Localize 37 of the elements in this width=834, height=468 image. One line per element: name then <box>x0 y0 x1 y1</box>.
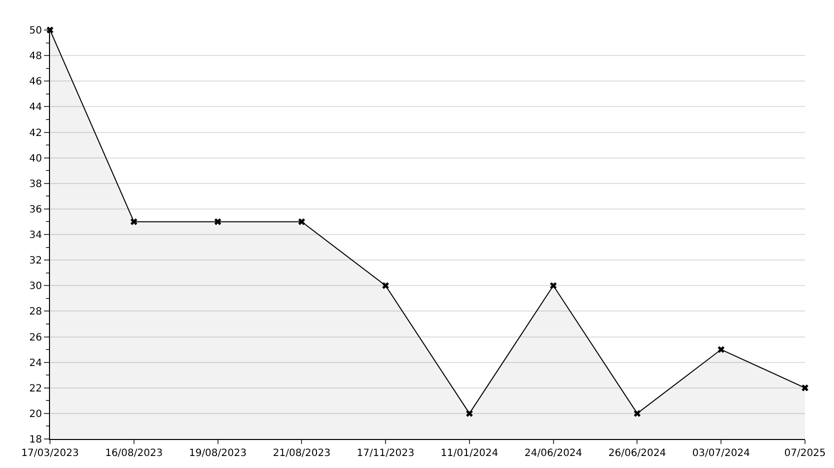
x-tick-label: 03/07/2024 <box>692 448 750 459</box>
y-tick-label: 38 <box>29 178 42 190</box>
x-tick-label: 17/11/2023 <box>356 448 414 459</box>
point <box>550 282 557 290</box>
point <box>298 218 306 226</box>
point <box>46 26 54 34</box>
x-tick-label: 11/01/2024 <box>440 448 498 459</box>
y-tick-label: 26 <box>29 332 42 344</box>
x-tick-label: 16/08/2023 <box>105 448 163 459</box>
point <box>466 410 473 417</box>
y-tick-label: 32 <box>29 256 42 267</box>
x-tick-label: 19/08/2023 <box>188 448 247 459</box>
point <box>718 346 725 353</box>
point <box>214 218 222 226</box>
y-tick-label: 20 <box>29 408 42 420</box>
y-tick-label: 30 <box>29 281 42 292</box>
point <box>130 218 138 226</box>
y-tick-label: 50 <box>29 26 42 36</box>
x-tick-label: 24/06/2024 <box>524 448 582 459</box>
x-tick-label: 26/06/2024 <box>608 448 666 459</box>
x-tick-label: 07/2025 <box>784 448 826 459</box>
y-tick-label: 36 <box>29 204 42 216</box>
x-tick-label: 17/03/2023 <box>21 448 79 459</box>
point <box>802 384 808 392</box>
y-tick-label: 24 <box>29 358 42 369</box>
y-tick-label: 48 <box>29 51 42 62</box>
y-tick-label: 22 <box>29 383 42 394</box>
y-tick-label: 42 <box>29 128 42 139</box>
y-tick-label: 40 <box>29 153 42 164</box>
point <box>382 282 389 290</box>
y-tick-label: 46 <box>29 76 42 88</box>
point <box>634 410 641 417</box>
x-tick-label: 21/08/2023 <box>272 448 330 459</box>
y-tick-label: 28 <box>29 306 42 318</box>
y-tick-label: 34 <box>29 230 42 241</box>
y-tick-label: 44 <box>29 102 42 114</box>
y-tick-label: 18 <box>29 434 42 446</box>
